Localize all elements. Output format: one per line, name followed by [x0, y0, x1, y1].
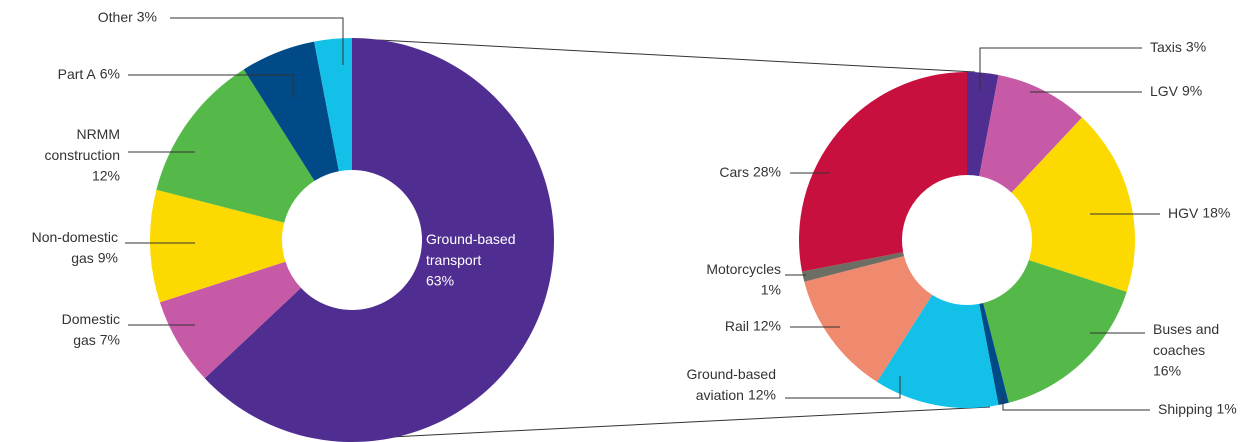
- value-label: 9%: [98, 250, 118, 266]
- slice: [876, 294, 999, 408]
- slice: [983, 260, 1127, 403]
- slice: [967, 72, 999, 177]
- slice-label: LGV: [1150, 83, 1179, 99]
- value-label: 9%: [1182, 83, 1202, 99]
- slice: [156, 69, 315, 223]
- value-label: 7%: [100, 332, 120, 348]
- leader-line: [128, 74, 294, 98]
- leader-line: [979, 47, 1142, 90]
- slice-label: Other: [98, 9, 133, 25]
- leader-line: [785, 376, 901, 399]
- slice: [801, 252, 905, 282]
- slice-label: Motorcycles: [706, 261, 781, 277]
- value-label: 12%: [753, 318, 781, 334]
- value-label: 3%: [137, 9, 157, 25]
- value-label: 18%: [1202, 205, 1230, 221]
- slice-label: Part A: [58, 66, 97, 82]
- connector-line: [377, 39, 976, 73]
- connector-line: [329, 406, 991, 441]
- value-label: 63%: [426, 273, 454, 289]
- slice: [1011, 117, 1135, 292]
- value-label: 12%: [92, 168, 120, 184]
- slice: [804, 256, 933, 382]
- value-label: 3%: [1186, 39, 1206, 55]
- slice: [159, 261, 301, 379]
- slice: [979, 74, 1083, 193]
- slice-label: NRMM construction: [45, 126, 120, 163]
- value-label: 6%: [100, 66, 120, 82]
- slice-label: Cars: [719, 164, 749, 180]
- slice: [243, 41, 339, 181]
- value-label: 1%: [1217, 401, 1237, 417]
- slice: [799, 72, 967, 272]
- slice: [314, 38, 352, 172]
- slice: [979, 302, 1009, 406]
- leader-line: [1002, 395, 1150, 411]
- slice-label: Shipping: [1158, 401, 1213, 417]
- slice: [150, 189, 286, 303]
- leader-line: [170, 17, 344, 65]
- slice-label: Domestic gas: [62, 311, 120, 348]
- value-label: 1%: [761, 282, 781, 298]
- slice-label: Non-domestic gas: [32, 229, 118, 266]
- slice-label: HGV: [1168, 205, 1199, 221]
- value-label: 12%: [748, 387, 776, 403]
- slice-label: Rail: [725, 318, 749, 334]
- slice-label: Taxis: [1150, 39, 1182, 55]
- slice-label: Ground-based transport: [426, 231, 516, 268]
- value-label: 28%: [753, 164, 781, 180]
- slice-label: Ground-based aviation: [686, 366, 776, 403]
- slice-label: Buses and coaches: [1153, 321, 1219, 358]
- slice: [204, 38, 554, 442]
- value-label: 16%: [1153, 363, 1181, 379]
